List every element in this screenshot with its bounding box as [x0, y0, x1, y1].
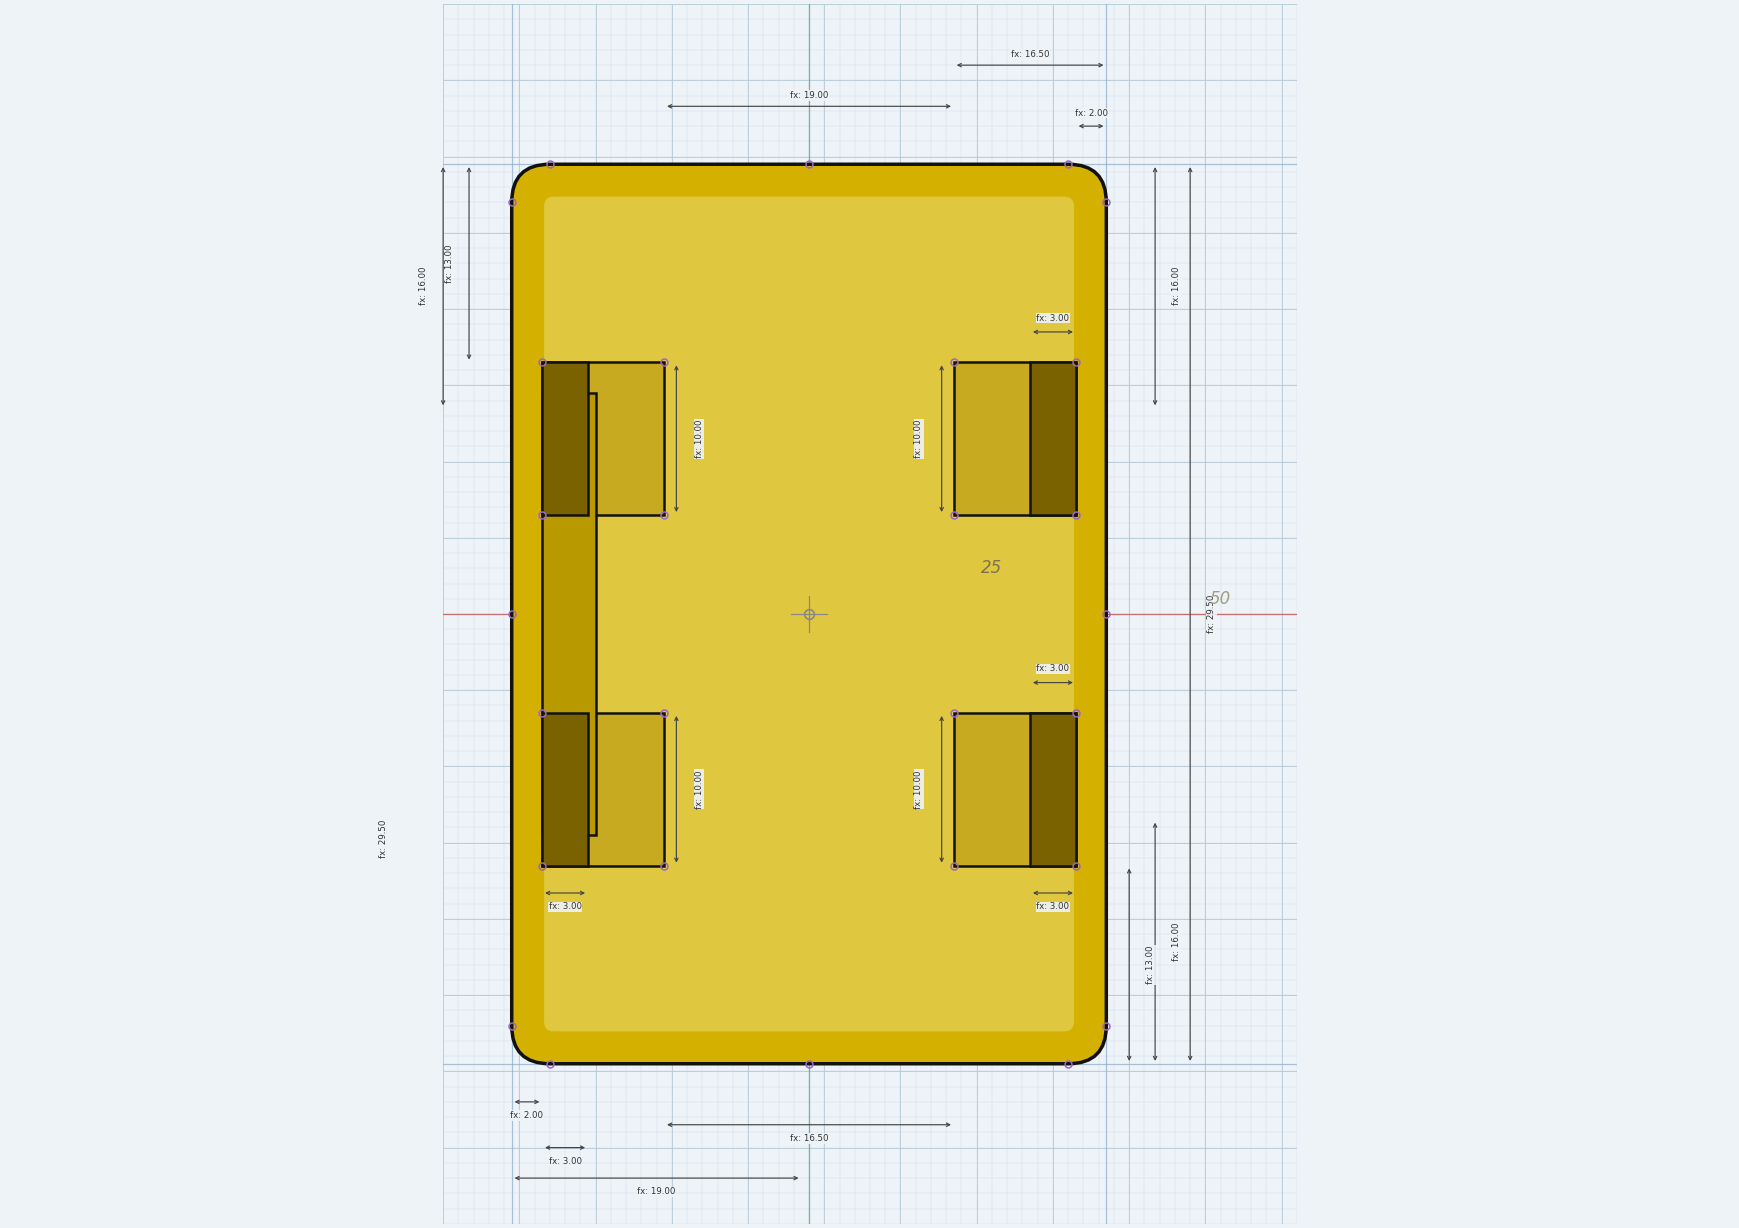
Text: fx: 29.50: fx: 29.50 [379, 819, 388, 858]
Bar [953, 713, 1075, 866]
Text: fx: 16.00: fx: 16.00 [1172, 922, 1181, 962]
Text: fx: 16.00: fx: 16.00 [1172, 266, 1181, 306]
FancyBboxPatch shape [511, 165, 1106, 1063]
Bar [1029, 362, 1075, 515]
Text: fx: 16.50: fx: 16.50 [1010, 50, 1049, 59]
Bar [953, 362, 1075, 515]
Text: fx: 19.00: fx: 19.00 [790, 91, 828, 101]
Text: fx: 19.00: fx: 19.00 [636, 1187, 675, 1196]
Text: fx: 13.00: fx: 13.00 [1146, 946, 1155, 984]
Text: fx: 10.00: fx: 10.00 [913, 770, 923, 808]
Text: fx: 13.00: fx: 13.00 [445, 244, 454, 282]
Bar [1029, 713, 1075, 866]
Text: fx: 3.00: fx: 3.00 [1036, 313, 1069, 323]
Bar [543, 713, 588, 866]
Text: fx: 10.00: fx: 10.00 [694, 770, 703, 808]
Text: fx: 29.50: fx: 29.50 [1207, 594, 1216, 634]
Text: fx: 3.00: fx: 3.00 [1036, 664, 1069, 673]
Text: 25: 25 [981, 559, 1002, 577]
FancyBboxPatch shape [544, 196, 1073, 1032]
Text: fx: 2.00: fx: 2.00 [1075, 108, 1108, 118]
Text: fx: 16.00: fx: 16.00 [419, 266, 428, 306]
Text: fx: 3.00: fx: 3.00 [548, 551, 581, 560]
Bar [543, 362, 664, 515]
Bar [543, 393, 595, 835]
Text: fx: 3.00: fx: 3.00 [548, 903, 581, 911]
Bar [543, 362, 588, 515]
Text: fx: 10.00: fx: 10.00 [694, 420, 703, 458]
Text: fx: 3.00: fx: 3.00 [548, 1157, 581, 1165]
Text: fx: 16.50: fx: 16.50 [790, 1133, 828, 1143]
Text: fx: 2.00: fx: 2.00 [510, 1111, 543, 1120]
Text: 50: 50 [1209, 589, 1231, 608]
Text: fx: 10.00: fx: 10.00 [913, 420, 923, 458]
Bar [543, 713, 664, 866]
Text: fx: 3.00: fx: 3.00 [1036, 903, 1069, 911]
